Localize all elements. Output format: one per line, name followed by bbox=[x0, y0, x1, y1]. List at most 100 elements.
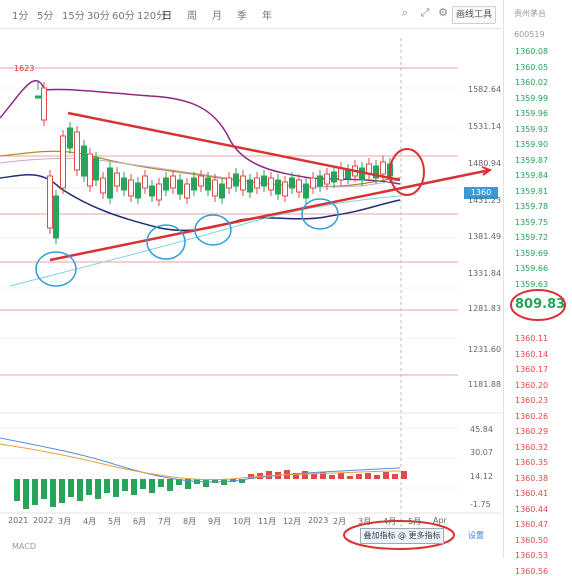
candle bbox=[121, 177, 127, 191]
candle bbox=[233, 173, 239, 187]
macd-bar bbox=[248, 474, 254, 479]
candle bbox=[247, 179, 253, 193]
macd-axis-label: -1.75 bbox=[470, 500, 491, 509]
date-axis-label: 4月 bbox=[383, 517, 397, 526]
indicator-button[interactable]: 叠加指标 @ 更多指标 bbox=[360, 528, 444, 544]
candle bbox=[345, 169, 351, 179]
macd-bar bbox=[77, 479, 83, 501]
high-price-marker: 1623 bbox=[14, 64, 35, 73]
quote-row: 1360.41 bbox=[515, 489, 549, 498]
macd-bar bbox=[167, 479, 173, 491]
timeframe-tab[interactable]: 周 bbox=[187, 11, 197, 22]
price-axis-label: 1181.88 bbox=[468, 380, 502, 389]
candle bbox=[41, 87, 47, 121]
candle bbox=[100, 177, 106, 194]
candle bbox=[310, 177, 316, 189]
touch-point-circle bbox=[35, 251, 77, 287]
candle bbox=[254, 177, 260, 189]
candle bbox=[261, 175, 267, 187]
candle bbox=[275, 179, 281, 195]
quote-row: 1359.66 bbox=[515, 264, 549, 273]
macd-bar bbox=[392, 474, 398, 479]
timeframe-tab[interactable]: 60分 bbox=[112, 11, 135, 22]
quote-row: 1359.75 bbox=[515, 217, 549, 227]
stock-name: 贵州茅台 bbox=[514, 9, 546, 18]
macd-bar bbox=[41, 479, 47, 499]
candle bbox=[331, 171, 337, 183]
quote-row: 1359.90 bbox=[515, 140, 549, 149]
candle bbox=[380, 161, 386, 175]
macd-axis-label: 30.07 bbox=[470, 448, 493, 457]
quote-sidebar: 贵州茅台 600519 1360.08 1360.05 1360.02 1359.99… bbox=[503, 0, 572, 576]
macd-bar bbox=[50, 479, 56, 507]
timeframe-tab[interactable]: 30分 bbox=[87, 11, 110, 22]
candle bbox=[142, 175, 148, 189]
timeframe-tab[interactable]: 年 bbox=[262, 11, 272, 22]
date-axis-label: 2021 bbox=[8, 516, 29, 525]
candle bbox=[324, 173, 330, 185]
candle bbox=[338, 167, 344, 181]
timeframe-tab[interactable]: 120分 bbox=[137, 11, 167, 22]
date-axis-label: 2023 bbox=[308, 516, 329, 525]
quote-row: 1359.69 bbox=[515, 248, 549, 258]
macd-bar bbox=[86, 479, 92, 495]
date-axis-label: 6月 bbox=[133, 517, 147, 526]
macd-bar bbox=[365, 473, 371, 479]
drawing-tool-button[interactable]: 画线工具 bbox=[452, 6, 496, 24]
candle bbox=[128, 179, 134, 197]
macd-bar bbox=[131, 479, 137, 495]
date-axis-label: 2022 bbox=[33, 516, 54, 525]
timeframe-tab[interactable]: 日 bbox=[162, 11, 172, 22]
macd-bar bbox=[95, 479, 101, 499]
candle bbox=[81, 145, 87, 177]
candle bbox=[268, 177, 274, 191]
settings-icon[interactable]: ⚙ bbox=[438, 6, 448, 19]
macd-bar bbox=[266, 471, 272, 479]
timeframe-tab[interactable]: 1分 bbox=[12, 11, 29, 22]
macd-bar bbox=[176, 479, 182, 485]
date-axis-label: 3月 bbox=[58, 517, 72, 526]
date-axis-label: 9月 bbox=[208, 517, 222, 526]
candle bbox=[373, 165, 379, 179]
timeframe-tab[interactable]: 月 bbox=[212, 11, 222, 22]
quote-row: 1360.08 bbox=[515, 47, 549, 56]
chart-area bbox=[0, 28, 502, 558]
timeframe-tab[interactable]: 15分 bbox=[62, 11, 85, 22]
candle bbox=[282, 181, 288, 197]
indicator-circle-annotation bbox=[343, 520, 455, 550]
current-price-label: 1360 bbox=[464, 187, 498, 199]
candle bbox=[60, 135, 66, 189]
search-icon[interactable]: ⌕ bbox=[401, 6, 409, 19]
candle bbox=[198, 175, 204, 187]
candle bbox=[177, 179, 183, 195]
quote-row: 1360.20 bbox=[515, 380, 549, 390]
touch-point-circle bbox=[301, 198, 339, 230]
macd-bar bbox=[320, 472, 326, 479]
macd-bar bbox=[32, 479, 38, 505]
expand-icon[interactable]: ⤢ bbox=[420, 6, 430, 19]
macd-axis-label: 45.84 bbox=[470, 425, 493, 434]
candle bbox=[149, 185, 155, 197]
candle bbox=[74, 131, 80, 171]
timeframe-tab[interactable]: 季 bbox=[237, 11, 247, 22]
macd-bar bbox=[239, 479, 245, 483]
quote-row: 1359.78 bbox=[515, 202, 549, 211]
macd-bar bbox=[374, 475, 380, 479]
macd-bar bbox=[23, 479, 29, 509]
macd-bar bbox=[149, 479, 155, 493]
date-axis-label: 12月 bbox=[283, 517, 302, 526]
date-axis-label: 4月 bbox=[83, 517, 97, 526]
quote-row: 1360.02 bbox=[515, 78, 549, 87]
macd-bar bbox=[140, 479, 146, 489]
touch-point-circle bbox=[146, 224, 186, 260]
quote-row: 1360.35 bbox=[515, 458, 549, 467]
date-axis-label: 5月 bbox=[108, 517, 122, 526]
macd-bar bbox=[347, 476, 353, 479]
timeframe-tab[interactable]: 5分 bbox=[37, 11, 54, 22]
price-axis-label: 1331.84 bbox=[468, 269, 502, 278]
settings-link[interactable]: 设置 bbox=[468, 531, 484, 540]
macd-bar bbox=[293, 473, 299, 479]
quote-row: 1359.84 bbox=[515, 171, 549, 180]
date-axis-label: 2月 bbox=[333, 517, 347, 526]
support-trendline bbox=[49, 168, 491, 262]
